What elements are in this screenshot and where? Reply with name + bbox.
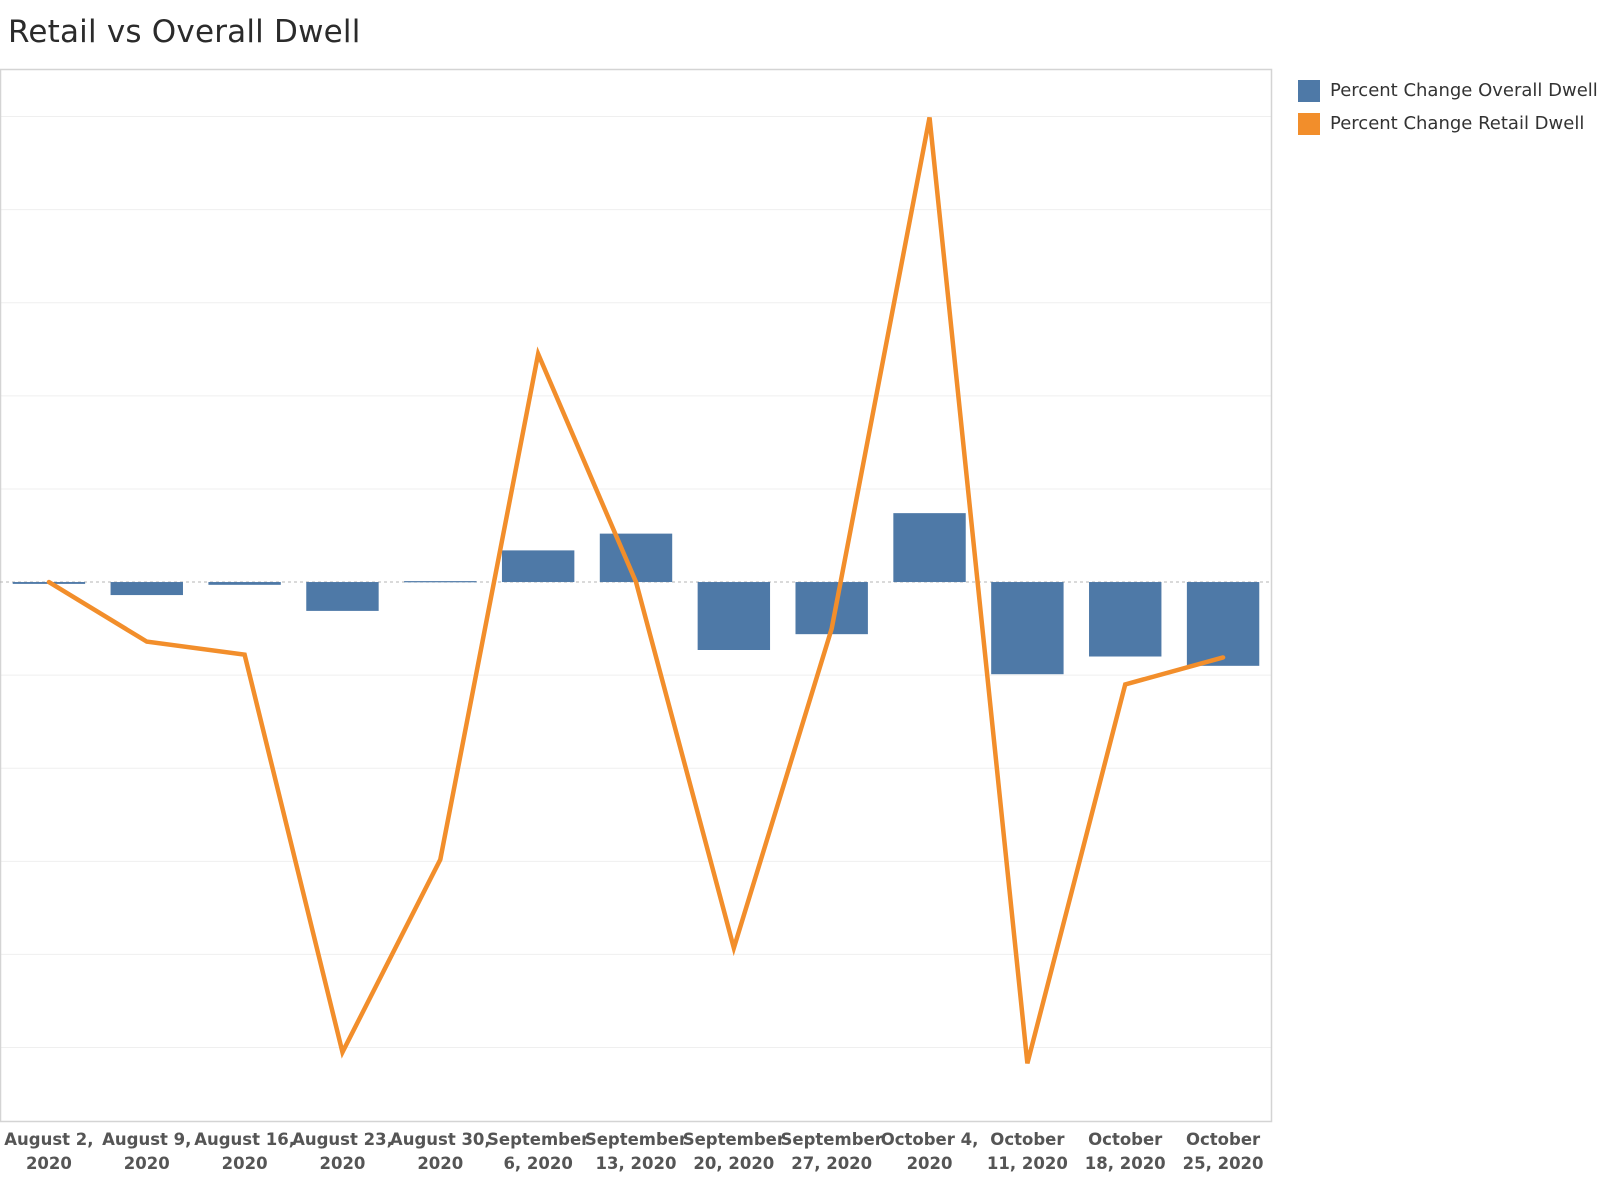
x-tick-label: October 4, 2020 [881,1130,979,1173]
x-tick-label: September 20, 2020 [683,1130,786,1173]
x-tick-label: October 18, 2020 [1085,1130,1166,1173]
bar-overall-dwell [1186,582,1260,666]
bar-overall-dwell [501,550,575,583]
gridlines [0,116,1272,1049]
legend-item-overall-dwell: Percent Change Overall Dwell [1298,74,1598,107]
x-tick-label: October 11, 2020 [987,1130,1068,1173]
x-tick-label: September 6, 2020 [487,1130,590,1173]
bar-overall-dwell [208,582,281,585]
x-tick-label: August 23, 2020 [292,1130,393,1173]
x-tick-label: August 2, 2020 [4,1130,93,1173]
bar-overall-dwell [599,533,673,583]
x-tick-label: August 16, 2020 [194,1130,295,1173]
bar-overall-dwell [1089,582,1162,657]
bar-overall-dwell [991,582,1064,675]
bar-overall-dwell [110,582,183,596]
x-tick-label: September 27, 2020 [781,1130,884,1173]
line-series-retail-dwell [46,117,1226,1064]
legend-swatch-retail-dwell [1298,112,1320,135]
x-tick-label: October 25, 2020 [1183,1130,1264,1173]
bar-overall-dwell [893,513,966,583]
legend-swatch-overall-dwell [1298,79,1320,102]
plot-frame [0,68,1273,1123]
chart-title: Retail vs Overall Dwell [8,14,361,50]
legend-label-retail-dwell: Percent Change Retail Dwell [1330,113,1585,134]
bar-overall-dwell [306,582,379,611]
legend-label-overall-dwell: Percent Change Overall Dwell [1330,80,1598,101]
legend-item-retail-dwell: Percent Change Retail Dwell [1298,107,1598,140]
x-tick-label: September 13, 2020 [585,1130,688,1173]
x-tick-label: August 9, 2020 [102,1130,191,1173]
legend: Percent Change Overall Dwell Percent Cha… [1298,74,1598,140]
bar-overall-dwell [697,582,771,650]
bar-overall-dwell [404,581,477,583]
x-tick-label: August 30, 2020 [390,1130,491,1173]
